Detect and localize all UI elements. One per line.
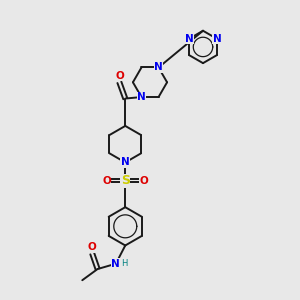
Text: H: H: [121, 259, 127, 268]
Text: N: N: [154, 62, 163, 73]
Text: N: N: [213, 34, 221, 44]
Text: S: S: [121, 174, 130, 187]
Text: N: N: [184, 34, 194, 44]
Text: N: N: [121, 158, 130, 167]
Text: O: O: [88, 242, 97, 252]
Text: O: O: [115, 71, 124, 81]
Text: N: N: [112, 259, 120, 269]
Text: O: O: [102, 176, 111, 186]
Text: O: O: [140, 176, 148, 186]
Text: N: N: [137, 92, 146, 102]
